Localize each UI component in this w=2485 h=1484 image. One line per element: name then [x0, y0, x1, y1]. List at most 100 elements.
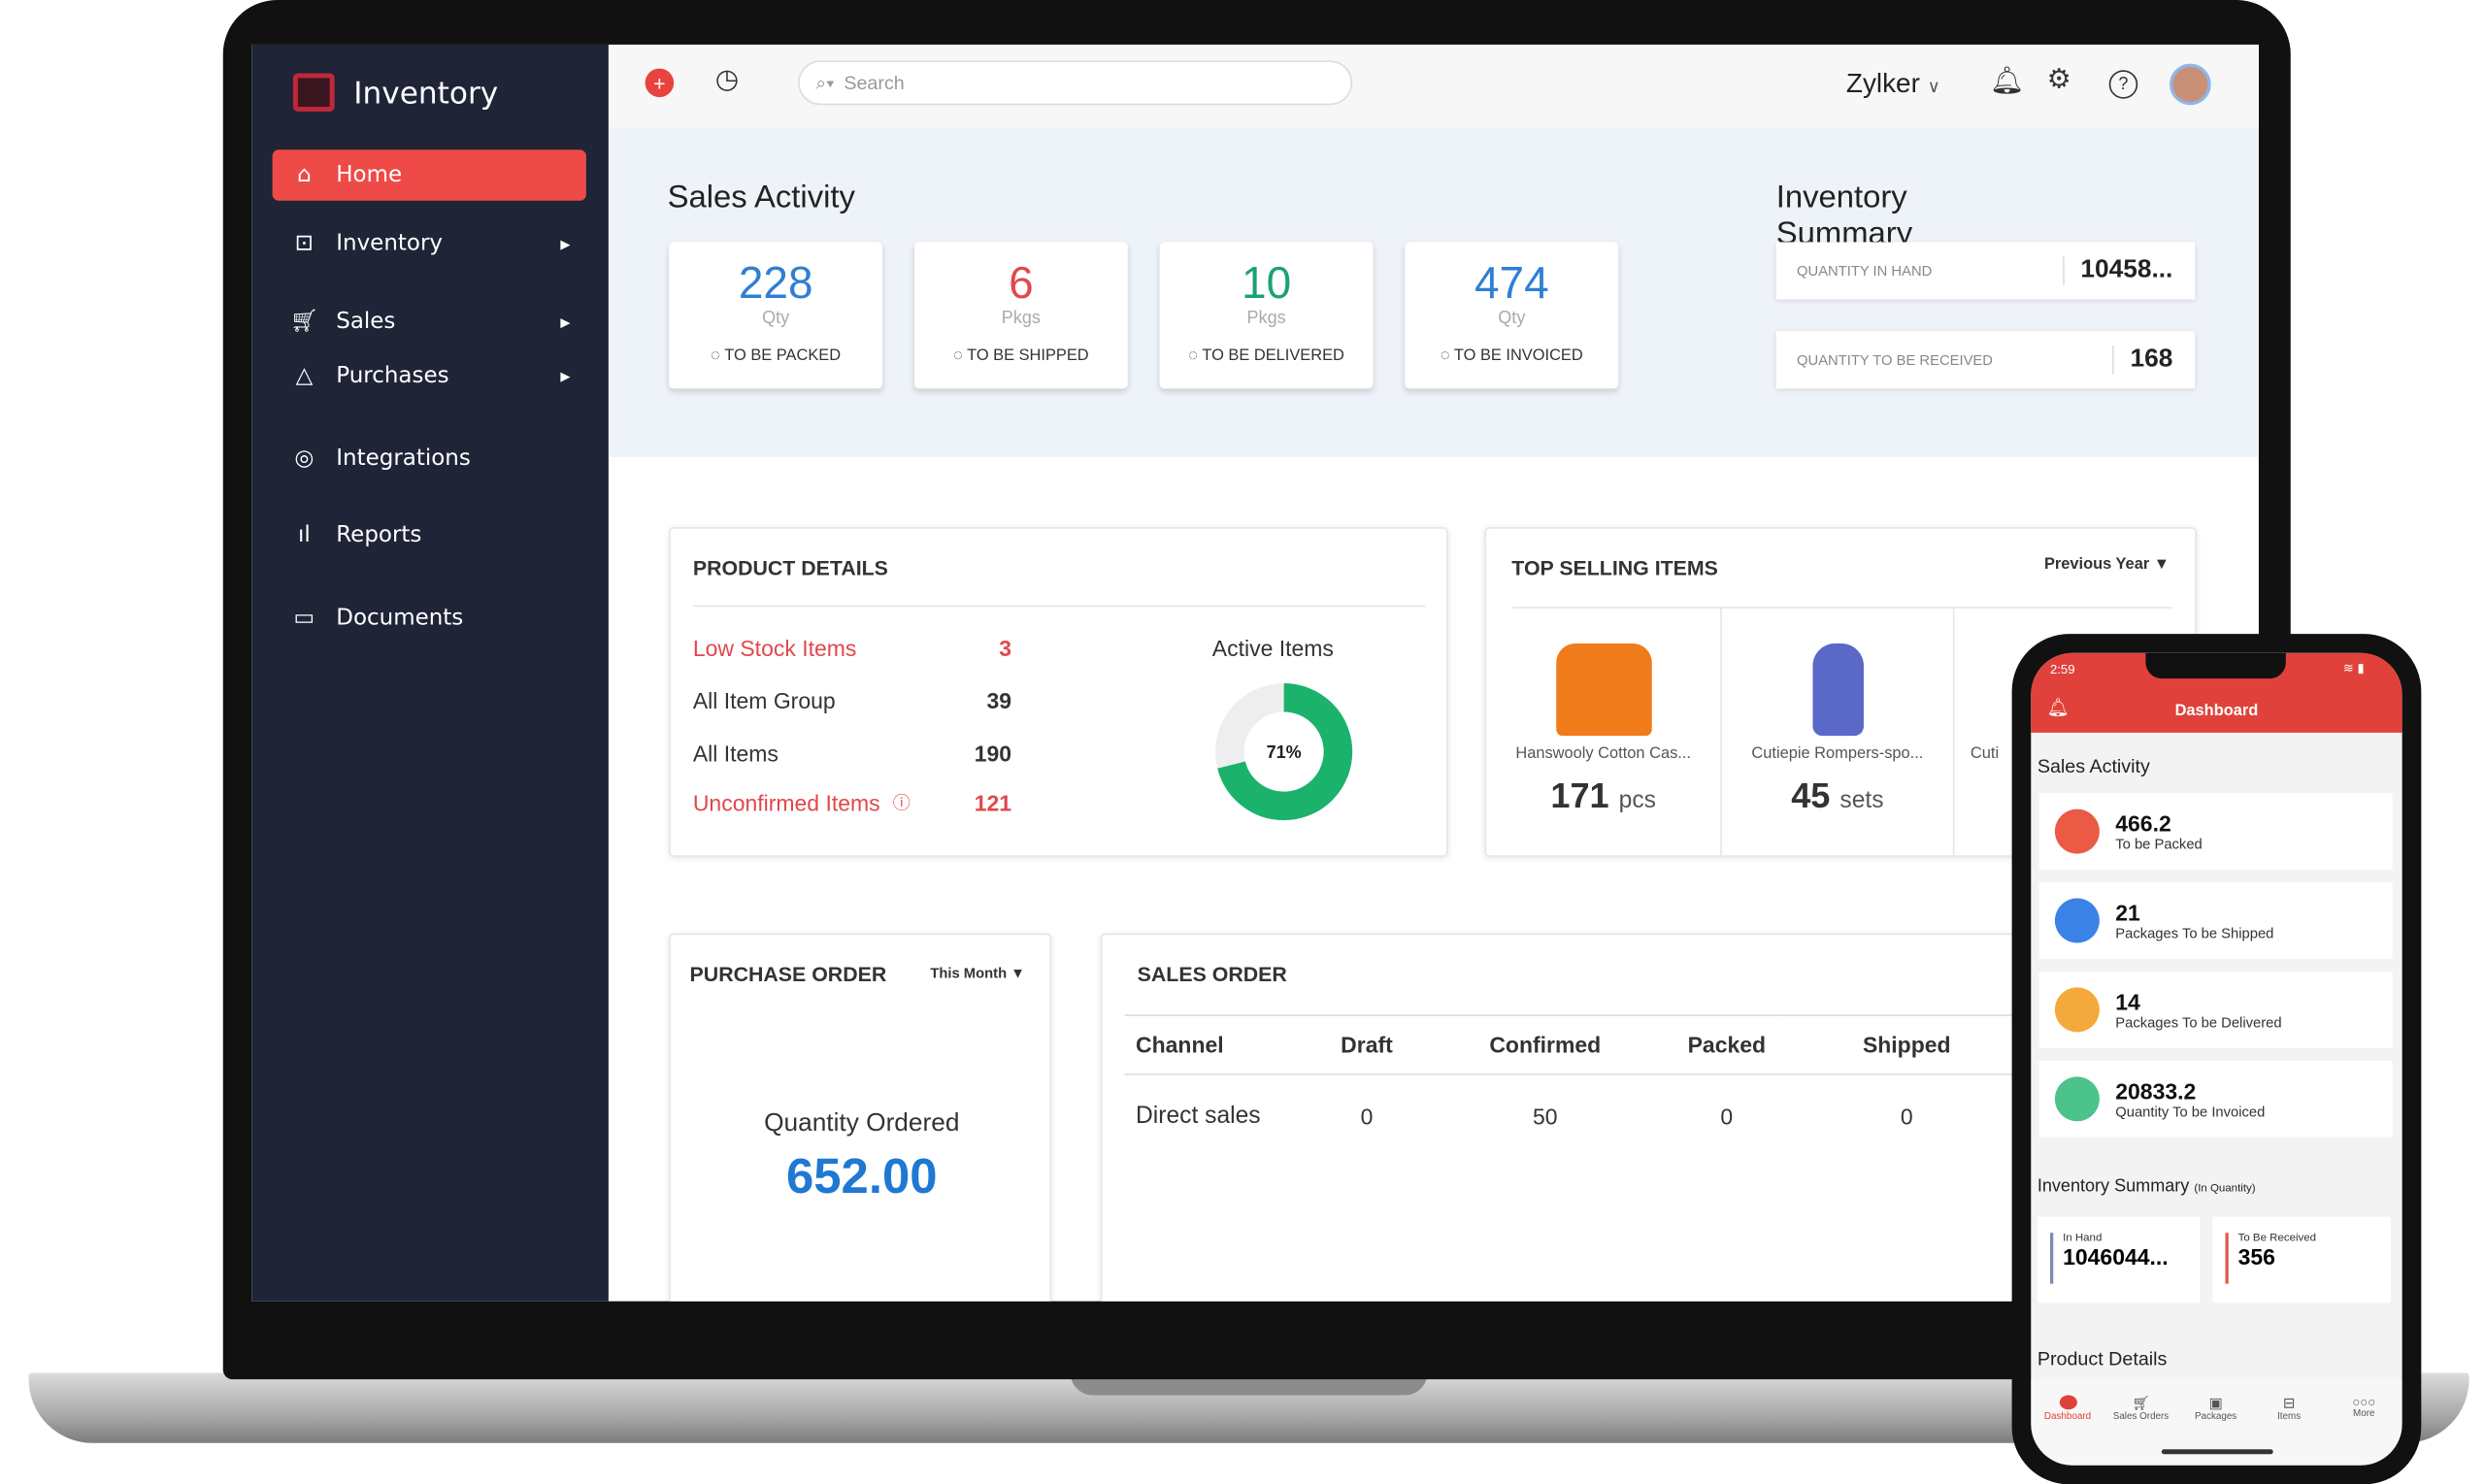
label: Unconfirmed Items	[692, 789, 880, 816]
mobile-title: Dashboard	[2174, 702, 2259, 720]
card-to-be-shipped[interactable]: 6 Pkgs ◌ TO BE SHIPPED	[913, 242, 1128, 389]
column-header: Confirmed	[1417, 1014, 1673, 1075]
card-to-be-invoiced[interactable]: 474 Qty ◌ TO BE INVOICED	[1405, 242, 1619, 389]
label: Documents	[336, 605, 464, 631]
truck-icon	[2054, 898, 2100, 943]
mobile-inv-heading: Inventory Summary (In Quantity)	[2038, 1177, 2256, 1197]
top-item[interactable]: Cutiepie Rompers-spo... 45 sets	[1722, 608, 1955, 856]
bell-icon[interactable]: 🔔︎	[1989, 65, 2025, 96]
period-dropdown[interactable]: This Month ▼	[930, 965, 1025, 980]
tab-items[interactable]: ⊟ Items	[2252, 1396, 2325, 1423]
top-item[interactable]: Cuti	[1955, 609, 2191, 855]
avatar[interactable]	[2170, 63, 2211, 106]
divider	[1511, 607, 2173, 609]
label: Home	[336, 162, 403, 188]
item-qty: 171	[1550, 775, 1609, 816]
value: 228	[738, 257, 813, 308]
active-items-label: Active Items	[1211, 635, 1334, 662]
sidebar-item-purchases[interactable]: △ Purchases ▶	[273, 350, 586, 402]
caret-right-icon: ▶	[560, 236, 571, 251]
bell-icon[interactable]: 🔔︎	[2046, 699, 2070, 719]
product-details-panel: PRODUCT DETAILS Low Stock Items 3 All Ite…	[669, 527, 1448, 857]
integrations-icon: ◎	[294, 445, 315, 472]
donut-arc	[1215, 682, 1353, 821]
active-items-donut: 71%	[1215, 682, 1353, 821]
dashboard-icon	[2058, 1395, 2077, 1410]
label: Purchases	[336, 363, 449, 389]
top-item[interactable]: Hanswooly Cotton Cas... 171 pcs	[1486, 608, 1722, 856]
quick-create-button[interactable]: +	[645, 68, 675, 98]
tab-dashboard[interactable]: Dashboard	[2031, 1395, 2104, 1422]
item-unit: pcs	[1618, 786, 1656, 814]
tab-label: Items	[2277, 1412, 2302, 1423]
home-icon: ⌂	[297, 162, 312, 188]
bag-icon: △	[295, 363, 314, 389]
mobile-row-delivered[interactable]: 14 Packages To be Delivered	[2038, 972, 2393, 1048]
label: TO BE INVOICED	[1453, 346, 1583, 365]
tab-more[interactable]: ○○○ More	[2328, 1396, 2401, 1420]
history-icon[interactable]: ◷	[714, 63, 740, 94]
unconfirmed-items[interactable]: Unconfirmed Items ⓘ 121	[693, 790, 1011, 815]
caret-right-icon: ▶	[560, 368, 571, 383]
folder-icon: ▭	[293, 605, 315, 631]
panel-title: TOP SELLING ITEMS	[1511, 555, 1718, 580]
sidebar-item-sales[interactable]: 🛒︎ Sales ▶	[273, 296, 586, 347]
cell: 0	[1900, 1103, 1913, 1129]
mobile-inv-title: Inventory Summary	[2037, 1176, 2190, 1197]
bar-chart-icon: ıl	[298, 522, 311, 548]
info-icon: ⓘ	[892, 794, 911, 814]
check-circle-icon: ◌	[1440, 346, 1454, 365]
invoice-icon	[2054, 1076, 2100, 1122]
panel-title: PURCHASE ORDER	[689, 962, 887, 986]
mobile-row-invoiced[interactable]: 20833.2 Quantity To be Invoiced	[2038, 1060, 2393, 1138]
org-switcher[interactable]: Zylker ∨	[1846, 69, 1940, 101]
value: 190	[974, 741, 1012, 767]
search-input[interactable]: ⌕▾ Search	[798, 60, 1353, 106]
gear-icon[interactable]: ⚙	[2046, 63, 2071, 94]
low-stock-items[interactable]: Low Stock Items 3	[693, 636, 1011, 661]
battery-wifi-icon: ≋ ▮	[2342, 661, 2365, 676]
tab-sales-orders[interactable]: 🛒︎ Sales Orders	[2104, 1396, 2177, 1423]
mobile-product-title: Product Details	[2037, 1347, 2168, 1370]
package-icon: ▣	[2208, 1395, 2223, 1411]
item-image-cardigan	[1555, 643, 1651, 737]
caret-down-icon: ▼	[1011, 965, 1025, 981]
item-name: Hanswooly Cotton Cas...	[1515, 744, 1691, 764]
sidebar: Inventory ⌂ Home ⊡ Inventory ▶ 🛒︎ Sales ▶ △ Pu…	[251, 44, 609, 1302]
quantity-in-hand: QUANTITY IN HAND 10458...	[1775, 242, 2196, 300]
mobile-header: 2:59 ≋ ▮ 🔔︎ Dashboard	[2031, 652, 2402, 733]
help-icon[interactable]: ?	[2108, 70, 2138, 99]
sidebar-item-inventory[interactable]: ⊡ Inventory ▶	[273, 218, 586, 270]
tab-packages[interactable]: ▣ Packages	[2179, 1396, 2252, 1423]
caret-down-icon: ▼	[2153, 555, 2170, 574]
value: 10458...	[2063, 256, 2195, 285]
inventory-cart-icon: ⊡	[294, 230, 315, 257]
card-to-be-packed[interactable]: 228 Qty ◌ TO BE PACKED	[669, 242, 883, 389]
sidebar-item-home[interactable]: ⌂ Home	[272, 149, 586, 201]
label: TO BE DELIVERED	[1202, 346, 1344, 365]
cart-icon: 🛒︎	[289, 309, 319, 335]
mobile-sales-title: Sales Activity	[2037, 754, 2150, 777]
basket-icon: ⊟	[2282, 1395, 2296, 1411]
all-items[interactable]: All Items 190	[693, 741, 1011, 766]
sidebar-item-reports[interactable]: ıl Reports	[273, 510, 586, 561]
quantity-ordered-label: Quantity Ordered	[764, 1109, 960, 1138]
item-unit: sets	[1839, 786, 1884, 814]
mobile-row-packed[interactable]: 466.2 To be Packed	[2038, 793, 2393, 870]
card-to-be-delivered[interactable]: 10 Pkgs ◌ TO BE DELIVERED	[1159, 242, 1374, 389]
quantity-ordered-value: 652.00	[785, 1148, 938, 1204]
mobile-to-be-received: To Be Received 356	[2212, 1216, 2392, 1303]
period-dropdown[interactable]: Previous Year ▼	[2044, 556, 2170, 574]
table-row[interactable]: Direct sales 0 50 0 0	[1125, 1074, 2033, 1157]
sidebar-item-integrations[interactable]: ◎ Integrations	[273, 433, 586, 484]
caret-right-icon: ▶	[560, 314, 571, 329]
value: 474	[1474, 257, 1549, 308]
sidebar-item-documents[interactable]: ▭ Documents	[273, 592, 586, 643]
value: 3	[999, 635, 1012, 662]
tab-label: Packages	[2194, 1412, 2237, 1423]
mobile-row-shipped[interactable]: 21 Packages To be Shipped	[2038, 882, 2393, 959]
shipped-circle-icon: ◌	[953, 346, 968, 365]
value: 466.2	[2115, 810, 2171, 837]
all-item-group[interactable]: All Item Group 39	[693, 688, 1011, 713]
